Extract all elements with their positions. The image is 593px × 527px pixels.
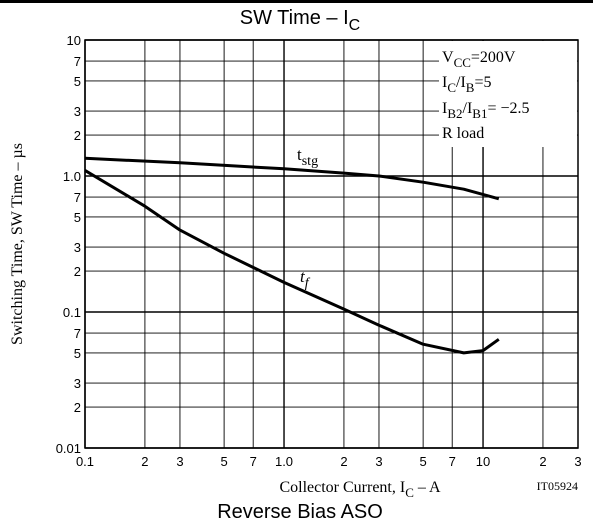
x-tick-label: 1.0 (275, 454, 293, 469)
text-part: B2 (447, 106, 462, 121)
y-tick-label: 2 (74, 128, 81, 143)
x-axis-label: Collector Current, IC – A (279, 479, 441, 500)
y-tick-label: 0.01 (56, 441, 81, 456)
text-part: – A (414, 479, 441, 496)
x-tick-label: 3 (176, 454, 183, 469)
text-part: =200V (471, 49, 516, 66)
x-tick-label: 2 (539, 454, 546, 469)
text-part: I (442, 100, 447, 117)
text-part: B1 (472, 106, 487, 121)
chart-title: SW Time – IC (240, 7, 360, 34)
y-tick-label: 7 (74, 54, 81, 69)
text-part: stg (302, 154, 318, 169)
x-tick-label: 0.1 (76, 454, 94, 469)
y-tick-label: 3 (74, 240, 81, 255)
text-part: /I (463, 100, 473, 117)
y-tick-label: 7 (74, 190, 81, 205)
x-tick-label: 3 (375, 454, 382, 469)
text-part: R load (442, 125, 484, 142)
text-part: B (466, 80, 475, 95)
text-part: C (447, 80, 456, 95)
x-tick-label: 7 (449, 454, 456, 469)
y-tick-label: 5 (74, 210, 81, 225)
series-line (84, 169, 500, 355)
annotation: IB2/IB1= −2.5 (442, 100, 530, 121)
plot-frame (84, 39, 579, 449)
curve-label: tstg (297, 145, 318, 169)
x-tick-label: 3 (574, 454, 581, 469)
x-tick-label: 7 (250, 454, 257, 469)
y-tick-label: 2 (74, 264, 81, 279)
x-tick-label: 5 (420, 454, 427, 469)
x-tick-label: 5 (220, 454, 227, 469)
text-part: t (297, 145, 302, 164)
x-tick-label: 2 (141, 454, 148, 469)
next-chart-title: Reverse Bias ASO (217, 501, 383, 523)
annotation: R load (442, 125, 484, 142)
text-part: =5 (474, 74, 491, 91)
figure-id: IT05924 (537, 479, 578, 493)
text-part: C (405, 485, 414, 500)
annotation: IC/IB=5 (442, 74, 491, 95)
annotation: VCC=200V (442, 49, 516, 70)
y-tick-label: 3 (74, 104, 81, 119)
text-part: f (305, 276, 311, 291)
y-tick-label: 5 (74, 74, 81, 89)
series-line (84, 156, 500, 201)
text-part: I (442, 74, 447, 91)
y-tick-label: 3 (74, 376, 81, 391)
y-tick-label: 10 (67, 33, 81, 48)
text-part: = −2.5 (487, 100, 529, 117)
x-tick-label: 10 (476, 454, 490, 469)
text-part: C (349, 17, 361, 34)
text-part: SW Time – I (240, 7, 349, 29)
y-tick-label: 5 (74, 346, 81, 361)
text-part: V (442, 49, 454, 66)
text-part: Collector Current, I (279, 479, 405, 496)
text-part: /I (456, 74, 466, 91)
y-tick-label: 1.0 (63, 169, 81, 184)
top-rule (0, 0, 593, 3)
y-tick-label: 0.1 (63, 305, 81, 320)
y-tick-label: 2 (74, 400, 81, 415)
text-part: CC (454, 55, 471, 70)
x-tick-label: 2 (340, 454, 347, 469)
text-part: t (300, 267, 306, 286)
y-tick-label: 7 (74, 326, 81, 341)
annotation-box (439, 41, 577, 147)
curve-label: tf (300, 267, 311, 291)
y-axis-label: Switching Time, SW Time – µs (9, 143, 26, 345)
